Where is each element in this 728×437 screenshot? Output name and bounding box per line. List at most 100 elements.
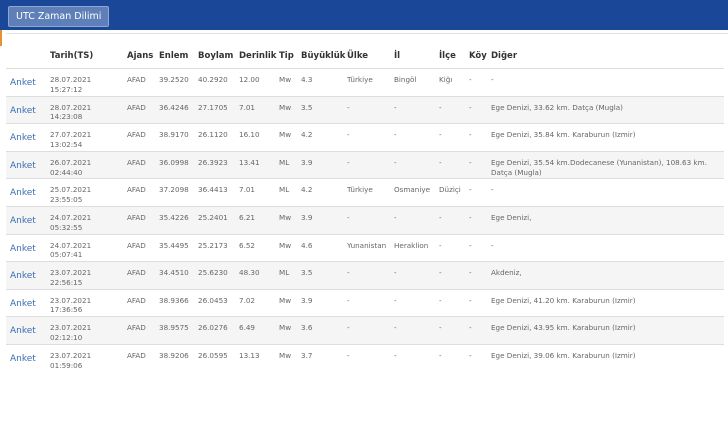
depth-cell: 6.49 xyxy=(235,316,275,345)
depth-cell: 6.52 xyxy=(235,233,275,262)
col-header-country[interactable]: Ülke xyxy=(347,51,369,61)
magnitude-cell: 3.9 xyxy=(297,205,343,235)
accent-edge xyxy=(0,30,2,46)
type-cell: Mw xyxy=(275,316,297,345)
time-text: 23:55:05 xyxy=(50,195,83,205)
survey-link[interactable]: Anket xyxy=(6,123,46,152)
village-cell: - xyxy=(465,343,487,373)
col-header-magnitude[interactable]: Büyüklük xyxy=(301,51,346,61)
magnitude-cell: 3.6 xyxy=(297,316,343,345)
col-header-depth[interactable]: Derinlik xyxy=(239,51,277,61)
survey-link[interactable]: Anket xyxy=(6,288,46,317)
province-cell: - xyxy=(390,150,435,179)
survey-link[interactable]: Anket xyxy=(6,316,46,345)
other-cell: Ege Denizi, 43.95 km. Karaburun (Izmir) xyxy=(487,316,724,345)
province-cell: - xyxy=(390,316,435,345)
depth-cell: 7.02 xyxy=(235,288,275,317)
other-cell: Akdeniz, xyxy=(487,261,724,290)
village-cell: - xyxy=(465,150,487,179)
agency-cell: AFAD xyxy=(123,68,155,97)
col-header-date[interactable]: Tarih(TS) xyxy=(50,51,94,61)
date-text: 23.07.2021 xyxy=(50,295,92,305)
date-text: 28.07.2021 xyxy=(50,75,92,84)
col-header-type[interactable]: Tip xyxy=(279,51,294,61)
type-cell: ML xyxy=(275,178,297,207)
time-text: 14:23:08 xyxy=(50,112,83,122)
col-header-agency[interactable]: Ajans xyxy=(127,51,154,61)
depth-cell: 48.30 xyxy=(235,261,275,290)
other-cell: Ege Denizi, 35.54 km.Dodecanese (Yunanis… xyxy=(487,150,724,179)
other-cell: Ege Denizi, 39.06 km. Karaburun (Izmir) xyxy=(487,343,724,373)
province-cell: - xyxy=(390,95,435,124)
col-header-district[interactable]: İlçe xyxy=(439,51,456,61)
date-time-cell: 24.07.2021 05:32:55 xyxy=(46,205,123,235)
date-time-cell: 28.07.2021 14:23:08 xyxy=(46,95,123,124)
date-text: 23.07.2021 xyxy=(50,268,92,278)
depth-cell: 7.01 xyxy=(235,178,275,207)
depth-cell: 16.10 xyxy=(235,123,275,152)
type-cell: ML xyxy=(275,261,297,290)
province-cell: - xyxy=(390,123,435,152)
district-cell: Kiğı xyxy=(435,68,465,97)
latitude-cell: 36.4246 xyxy=(155,95,194,124)
latitude-cell: 35.4226 xyxy=(155,205,194,235)
survey-link[interactable]: Anket xyxy=(6,95,46,124)
village-cell: - xyxy=(465,316,487,345)
col-header-longitude[interactable]: Boylam xyxy=(198,51,234,61)
table-row: Anket 27.07.2021 13:02:54 AFAD 38.9170 26.112… xyxy=(6,123,724,152)
table-header-row: Tarih(TS) Ajans Enlem Boylam Derinlik Ti… xyxy=(6,44,724,69)
magnitude-cell: 3.9 xyxy=(297,288,343,317)
col-header-village[interactable]: Köy xyxy=(469,51,487,61)
province-cell: Bingöl xyxy=(390,68,435,97)
longitude-cell: 26.0453 xyxy=(194,288,235,317)
time-text: 22:56:15 xyxy=(50,277,83,287)
col-header-latitude[interactable]: Enlem xyxy=(159,51,189,61)
village-cell: - xyxy=(465,233,487,262)
date-text: 28.07.2021 xyxy=(50,102,92,112)
survey-link[interactable]: Anket xyxy=(6,261,46,290)
table-row: Anket 23.07.2021 17:36:56 AFAD 38.9366 26.045… xyxy=(6,288,724,317)
type-cell: Mw xyxy=(275,343,297,373)
survey-link[interactable]: Anket xyxy=(6,233,46,262)
other-cell: Ege Denizi, 41.20 km. Karaburun (Izmir) xyxy=(487,288,724,317)
type-cell: Mw xyxy=(275,95,297,124)
other-cell: Ege Denizi, 33.62 km. Datça (Mugla) xyxy=(487,95,724,124)
country-cell: - xyxy=(343,316,390,345)
latitude-cell: 38.9206 xyxy=(155,343,194,373)
survey-link[interactable]: Anket xyxy=(6,343,46,373)
col-header-other[interactable]: Diğer xyxy=(491,51,518,61)
longitude-cell: 26.1120 xyxy=(194,123,235,152)
date-text: 26.07.2021 xyxy=(50,157,92,167)
utc-timezone-button[interactable]: UTC Zaman Dilimi xyxy=(8,6,110,27)
province-cell: - xyxy=(390,343,435,373)
survey-link[interactable]: Anket xyxy=(6,68,46,97)
country-cell: - xyxy=(343,123,390,152)
province-cell: - xyxy=(390,261,435,290)
col-header-province[interactable]: İl xyxy=(394,51,401,61)
magnitude-cell: 3.5 xyxy=(297,95,343,124)
date-time-cell: 28.07.2021 15:27:12 xyxy=(46,68,123,97)
longitude-cell: 26.3923 xyxy=(194,150,235,179)
time-text: 02:44:40 xyxy=(50,167,83,177)
date-time-cell: 25.07.2021 23:55:05 xyxy=(46,178,123,207)
table-row: Anket 28.07.2021 15:27:12 AFAD 39.2520 40.292… xyxy=(6,68,724,97)
time-text: 01:59:06 xyxy=(50,360,83,370)
district-cell: - xyxy=(435,95,465,124)
district-cell: - xyxy=(435,233,465,262)
survey-link[interactable]: Anket xyxy=(6,205,46,235)
latitude-cell: 39.2520 xyxy=(155,68,194,97)
country-cell: Yunanistan xyxy=(343,233,390,262)
time-text: 15:27:12 xyxy=(50,84,83,94)
survey-link[interactable]: Anket xyxy=(6,150,46,179)
district-cell: - xyxy=(435,205,465,235)
country-cell: Türkiye xyxy=(343,178,390,207)
date-text: 24.07.2021 xyxy=(50,240,92,250)
province-cell: Osmaniye xyxy=(390,178,435,207)
survey-link[interactable]: Anket xyxy=(6,178,46,207)
date-text: 23.07.2021 xyxy=(50,323,92,333)
longitude-cell: 25.2401 xyxy=(194,205,235,235)
magnitude-cell: 3.7 xyxy=(297,343,343,373)
province-cell: Heraklion xyxy=(390,233,435,262)
table-row: Anket 24.07.2021 05:32:55 AFAD 35.4226 25.240… xyxy=(6,205,724,235)
country-cell: - xyxy=(343,150,390,179)
